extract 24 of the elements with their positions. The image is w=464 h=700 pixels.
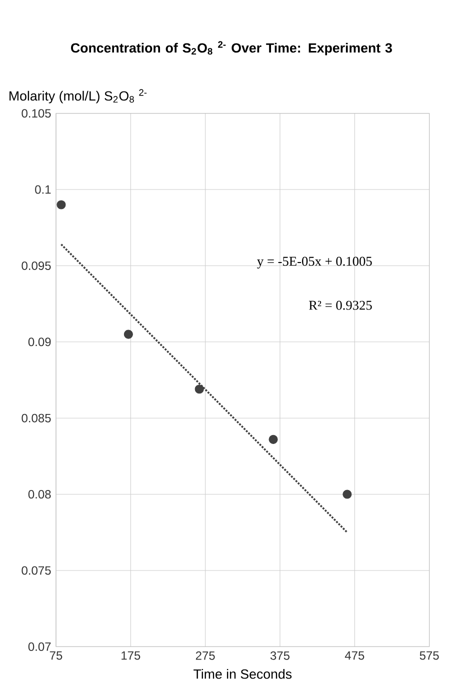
- point: [124, 330, 133, 339]
- point: [268, 434, 278, 444]
- y-tick-label: 0.095: [22, 261, 51, 270]
- annotation: R² = 0.9325: [308, 300, 372, 310]
- x-tick-label: 375: [270, 651, 290, 660]
- x-tick-label: 75: [50, 651, 62, 660]
- x-axis-title: Time in Seconds: [194, 669, 292, 679]
- point: [194, 384, 204, 394]
- point: [342, 490, 352, 499]
- y-tick-label: 0.105: [22, 109, 51, 118]
- y-tick-label: 0.1: [35, 185, 51, 194]
- annotation: y = -5E-05x + 0.1005: [257, 256, 372, 269]
- y-tick-label: 0.09: [28, 338, 51, 346]
- x-tick-label: 175: [122, 651, 140, 660]
- y-tick-label: 0.08: [28, 490, 51, 499]
- y-tick-label: 0.085: [22, 414, 51, 422]
- chart-title: Concentration of S$_{2}$O$_{8}$ $^{2-}$ Over Time: Experiment 3: [71, 41, 392, 56]
- y-tick-label: 0.07: [28, 642, 51, 651]
- x-tick-label: 275: [196, 651, 215, 660]
- x-tick-label: 475: [344, 651, 364, 660]
- y-tick-label: 0.075: [22, 566, 51, 575]
- x-tick-label: 575: [420, 651, 439, 660]
- point: [56, 200, 66, 210]
- y-axis-title: Molarity (mol/L) S$_{2}$O$_{8}$ 2-: [10, 89, 147, 104]
